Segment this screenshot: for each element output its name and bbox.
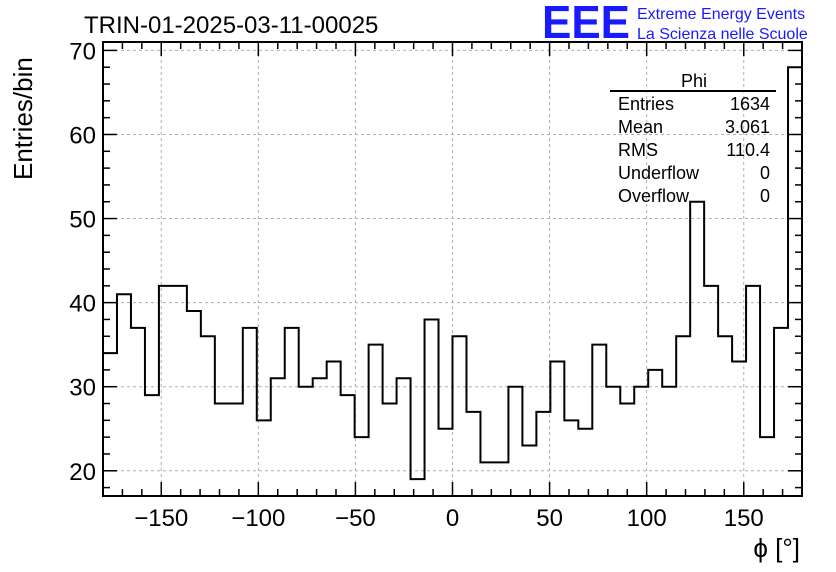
- x-tick-label: −100: [231, 505, 285, 532]
- stats-rows: Entries 1634 Mean 3.061 RMS 110.4 Underflow 0 Ov…: [618, 94, 770, 206]
- histogram-bin: [634, 387, 648, 496]
- y-tick-label: 40: [69, 291, 96, 318]
- stats-row-value: 1634: [730, 94, 770, 114]
- logo-line-2: La Scienza nelle Scuole: [637, 26, 808, 43]
- histogram-bin: [369, 345, 383, 496]
- x-tick-label: 150: [724, 505, 764, 532]
- chart-title: TRIN-01-2025-03-11-00025: [84, 12, 378, 39]
- stats-row-label: RMS: [618, 140, 658, 160]
- histogram-bin: [173, 286, 187, 496]
- histogram-bin: [606, 387, 620, 496]
- histogram-bin: [187, 311, 201, 496]
- x-tick-labels: −150 −100 −50 0 50 100 150: [134, 505, 764, 532]
- histogram-bin: [117, 294, 131, 496]
- histogram-bin: [662, 387, 676, 496]
- y-tick-label: 30: [69, 375, 96, 402]
- stats-box: Phi Entries 1634 Mean 3.061 RMS 110.4 Underflo…: [610, 71, 776, 206]
- histogram-bin: [760, 437, 774, 496]
- histogram-bin: [103, 353, 117, 496]
- histogram-bin: [425, 319, 439, 496]
- histogram-series: [103, 66, 802, 496]
- histogram-bin: [397, 378, 411, 496]
- histogram-bin: [508, 387, 522, 496]
- x-tick-label: 50: [536, 505, 563, 532]
- histogram-bin: [788, 67, 802, 496]
- histogram-bin: [271, 378, 285, 496]
- eee-logo-text: EEE: [542, 0, 630, 48]
- histogram-bin: [229, 404, 243, 496]
- histogram-bin: [564, 420, 578, 496]
- histogram-bin: [313, 378, 327, 496]
- histogram-bin: [494, 462, 508, 496]
- histogram-bin: [327, 361, 341, 496]
- histogram-bin: [341, 395, 355, 496]
- histogram-bin: [676, 336, 690, 496]
- logo-line-1: Extreme Energy Events: [637, 6, 805, 23]
- stats-row-label: Entries: [618, 94, 674, 114]
- histogram-bin: [480, 462, 494, 496]
- x-tick-label: 100: [627, 505, 667, 532]
- histogram-bin: [536, 412, 550, 496]
- x-tick-label: −50: [335, 505, 376, 532]
- histogram-bin: [704, 286, 718, 496]
- x-axis-label: ϕ [°]: [753, 533, 800, 563]
- axis-ticks: [103, 42, 802, 496]
- histogram-bin: [215, 404, 229, 496]
- histogram-bin: [690, 202, 704, 496]
- histogram-bin: [592, 345, 606, 496]
- histogram-bin: [201, 336, 215, 496]
- stats-row-value: 110.4: [726, 140, 770, 160]
- histogram-bin: [299, 387, 313, 496]
- stats-row-value: 3.061: [725, 117, 770, 137]
- stats-row-value: 0: [760, 163, 770, 183]
- y-tick-label: 60: [69, 122, 96, 149]
- histogram-bin: [145, 395, 159, 496]
- histogram-bin: [439, 429, 453, 496]
- histogram-line: [103, 66, 802, 481]
- histogram-bin: [453, 336, 467, 496]
- histogram-bin: [411, 479, 425, 496]
- histogram-bin: [578, 429, 592, 496]
- stats-row-label: Overflow: [618, 186, 690, 206]
- y-tick-label: 20: [69, 459, 96, 486]
- stats-row-label: Mean: [618, 117, 663, 137]
- eee-logo: EEE Extreme Energy Events La Scienza nel…: [542, 0, 808, 48]
- stats-row-value: 0: [760, 186, 770, 206]
- histogram-bin: [466, 412, 480, 496]
- histogram-bin: [355, 437, 369, 496]
- histogram-bin: [648, 370, 662, 496]
- histogram-bin: [550, 361, 564, 496]
- stats-row-label: Underflow: [618, 163, 700, 183]
- histogram-bin: [620, 404, 634, 496]
- x-tick-label: −150: [134, 505, 188, 532]
- stats-title: Phi: [681, 71, 707, 91]
- y-tick-label: 70: [69, 38, 96, 65]
- y-axis-label: Entries/bin: [8, 57, 38, 180]
- y-tick-labels: 20 30 40 50 60 70: [69, 38, 96, 485]
- histogram-bin: [383, 404, 397, 496]
- histogram-bin: [746, 286, 760, 496]
- histogram-bin: [718, 336, 732, 496]
- x-tick-label: 0: [446, 505, 459, 532]
- y-tick-label: 50: [69, 207, 96, 234]
